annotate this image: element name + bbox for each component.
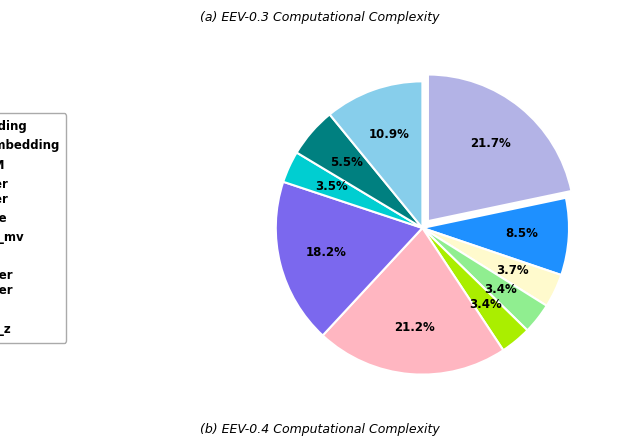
Wedge shape [422,198,569,275]
Text: 10.9%: 10.9% [369,127,410,140]
Legend: I-frame coding, Feature embedding, Conv_LSTM, Mv_encoder
Mv_decoder, Inter_refin: I-frame coding, Feature embedding, Conv_… [0,113,67,343]
Wedge shape [284,152,422,228]
Wedge shape [428,75,572,221]
Wedge shape [422,228,547,330]
Text: 21.7%: 21.7% [470,137,511,150]
Text: 3.5%: 3.5% [316,180,348,193]
Wedge shape [323,228,503,375]
Text: 3.7%: 3.7% [496,264,529,277]
Text: (b) EEV-0.4 Computational Complexity: (b) EEV-0.4 Computational Complexity [200,423,440,436]
Wedge shape [276,182,422,336]
Text: 3.4%: 3.4% [470,298,502,311]
Text: 21.2%: 21.2% [394,321,435,334]
Text: 5.5%: 5.5% [330,156,364,169]
Text: 3.4%: 3.4% [484,283,517,296]
Text: (a) EEV-0.3 Computational Complexity: (a) EEV-0.3 Computational Complexity [200,11,440,24]
Text: 18.2%: 18.2% [305,246,346,259]
Wedge shape [422,228,527,350]
Wedge shape [422,228,561,306]
Text: 8.5%: 8.5% [506,228,538,240]
Wedge shape [330,81,422,228]
Wedge shape [297,114,422,228]
